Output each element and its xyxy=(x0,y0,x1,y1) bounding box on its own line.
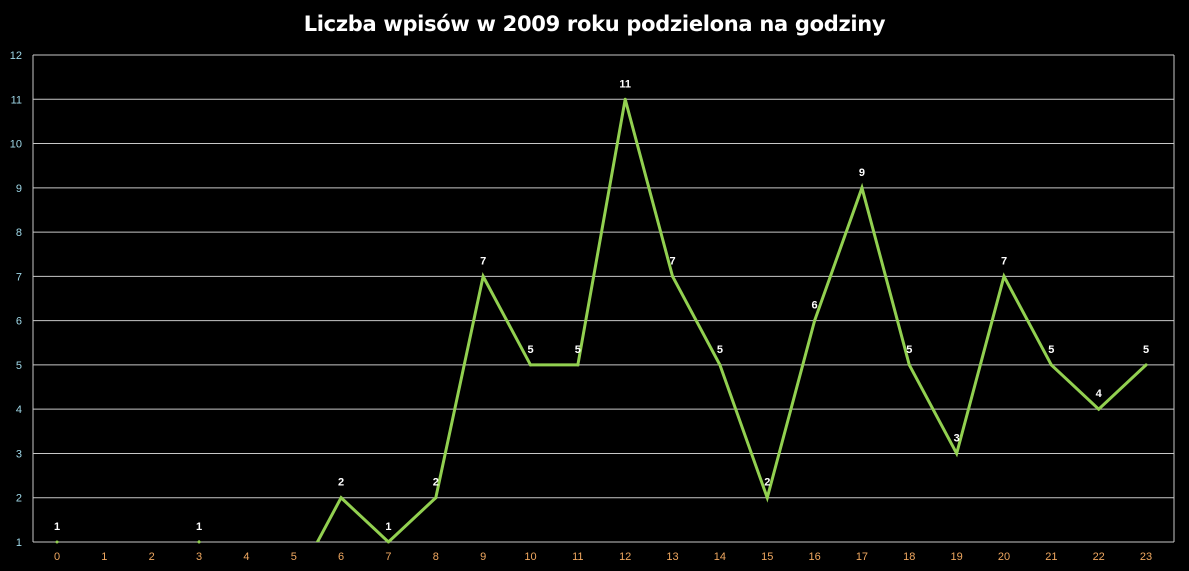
data-point xyxy=(434,496,438,500)
data-point xyxy=(1144,363,1148,367)
x-tick-label: 8 xyxy=(433,551,439,563)
data-point xyxy=(576,363,580,367)
data-label: 1 xyxy=(54,521,60,533)
data-point xyxy=(765,496,769,500)
data-point xyxy=(481,274,485,278)
x-tick-label: 22 xyxy=(1093,551,1105,563)
y-tick-label: 12 xyxy=(10,50,22,62)
data-label: 3 xyxy=(954,432,960,444)
data-point xyxy=(623,97,627,101)
data-label: 4 xyxy=(1096,388,1103,400)
data-point xyxy=(1002,274,1006,278)
y-tick-label: 1 xyxy=(16,537,22,549)
data-point xyxy=(860,186,864,190)
x-tick-label: 13 xyxy=(666,551,678,563)
data-label: 1 xyxy=(196,521,202,533)
y-tick-label: 5 xyxy=(16,360,22,372)
data-point xyxy=(1097,407,1101,411)
data-label: 5 xyxy=(1048,344,1054,356)
data-point xyxy=(197,540,201,544)
x-tick-label: 12 xyxy=(619,551,631,563)
x-tick-label: 0 xyxy=(54,551,60,563)
x-tick-label: 23 xyxy=(1140,551,1152,563)
data-label: 5 xyxy=(906,344,912,356)
y-tick-label: 3 xyxy=(16,448,22,460)
data-point xyxy=(1049,363,1053,367)
x-tick-label: 15 xyxy=(761,551,773,563)
x-tick-label: 10 xyxy=(524,551,536,563)
data-label: 2 xyxy=(433,477,439,489)
y-tick-label: 6 xyxy=(16,316,22,328)
data-label: 5 xyxy=(527,344,533,356)
x-tick-label: 19 xyxy=(951,551,963,563)
data-label: 2 xyxy=(764,477,770,489)
x-tick-label: 7 xyxy=(385,551,391,563)
data-label: 6 xyxy=(812,300,818,312)
series-line xyxy=(57,98,1148,542)
data-point xyxy=(955,451,959,455)
data-point xyxy=(386,540,390,544)
x-tick-label: 6 xyxy=(338,551,344,563)
data-point xyxy=(529,363,532,367)
y-tick-label: 7 xyxy=(16,271,22,283)
data-label: 7 xyxy=(669,255,675,267)
data-point xyxy=(718,363,722,367)
x-tick-label: 9 xyxy=(480,551,486,563)
data-label: 5 xyxy=(717,344,723,356)
data-point xyxy=(813,319,817,323)
x-tick-label: 1 xyxy=(101,551,107,563)
data-label: 5 xyxy=(1143,344,1149,356)
x-tick-label: 20 xyxy=(998,551,1010,563)
data-label: 5 xyxy=(575,344,581,356)
data-label: 9 xyxy=(859,167,865,179)
data-label: 11 xyxy=(619,78,631,90)
data-label: 7 xyxy=(480,255,486,267)
y-tick-label: 2 xyxy=(16,493,22,505)
x-tick-label: 18 xyxy=(903,551,915,563)
x-tick-label: 5 xyxy=(291,551,297,563)
data-label: 1 xyxy=(385,521,391,533)
data-label: 2 xyxy=(338,477,344,489)
y-tick-label: 9 xyxy=(16,183,22,195)
x-tick-label: 21 xyxy=(1045,551,1057,563)
y-tick-label: 4 xyxy=(16,404,22,416)
y-tick-label: 10 xyxy=(10,139,22,151)
y-tick-label: 11 xyxy=(11,94,22,106)
data-label: 7 xyxy=(1001,255,1007,267)
y-tick-label: 8 xyxy=(16,227,22,239)
x-tick-label: 17 xyxy=(856,551,868,563)
data-point xyxy=(55,540,59,544)
x-tick-label: 14 xyxy=(714,551,726,563)
x-tick-label: 16 xyxy=(808,551,820,563)
chart-title: Liczba wpisów w 2009 roku podzielona na … xyxy=(303,12,886,36)
x-tick-label: 4 xyxy=(243,551,249,563)
data-point xyxy=(671,274,675,278)
data-point xyxy=(907,363,911,367)
x-tick-label: 11 xyxy=(572,551,583,563)
x-tick-label: 2 xyxy=(149,551,155,563)
data-point xyxy=(339,496,343,500)
x-tick-label: 3 xyxy=(196,551,202,563)
